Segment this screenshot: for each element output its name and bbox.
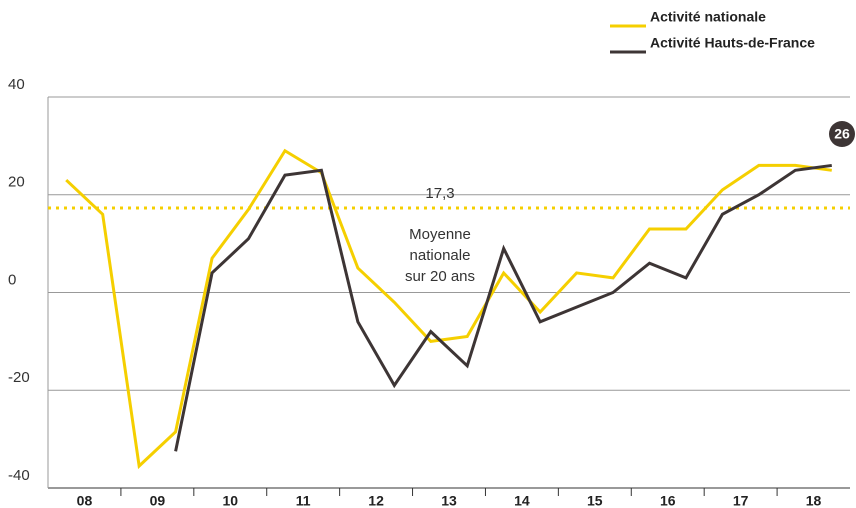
average-note: Moyenne [409,226,471,243]
y-tick-label: -20 [8,369,30,386]
x-tick-label: 18 [806,493,822,508]
x-tick-label: 16 [660,493,676,508]
x-tick-label: 14 [514,493,530,508]
end-badge [829,121,855,147]
y-tick-label: -40 [8,467,30,484]
legend-label: Activité nationale [650,9,766,25]
x-tick-label: 10 [222,493,238,508]
x-tick-label: 17 [733,493,749,508]
x-tick-label: 11 [296,493,311,508]
y-tick-label: 20 [8,174,25,191]
series-line [174,163,832,452]
y-tick-label: 0 [8,271,16,288]
x-tick-label: 15 [587,493,603,508]
average-label: 17,3 [425,185,454,202]
average-note: nationale [410,247,471,264]
series-line [65,148,832,470]
y-tick-label: 40 [8,76,25,93]
x-tick-label: 08 [77,493,93,508]
end-badge-label: 26 [834,126,850,142]
average-note: sur 20 ans [405,268,475,285]
x-tick-label: 12 [368,493,384,508]
x-tick-label: 13 [441,493,457,508]
legend-label: Activité Hauts-de-France [650,35,815,51]
x-tick-label: 09 [150,493,166,508]
